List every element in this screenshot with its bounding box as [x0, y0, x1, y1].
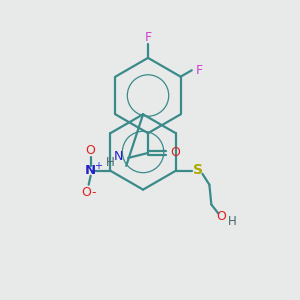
Text: O: O — [216, 210, 226, 223]
Text: F: F — [196, 64, 203, 77]
Text: O: O — [82, 186, 92, 199]
Text: H: H — [106, 156, 115, 170]
Text: F: F — [145, 31, 152, 44]
Text: S: S — [194, 163, 203, 177]
Text: O: O — [170, 146, 180, 160]
Text: -: - — [92, 186, 96, 199]
Text: +: + — [94, 161, 102, 171]
Text: N: N — [85, 164, 96, 177]
Text: H: H — [228, 215, 236, 228]
Text: O: O — [86, 143, 96, 157]
Text: N: N — [114, 150, 123, 164]
